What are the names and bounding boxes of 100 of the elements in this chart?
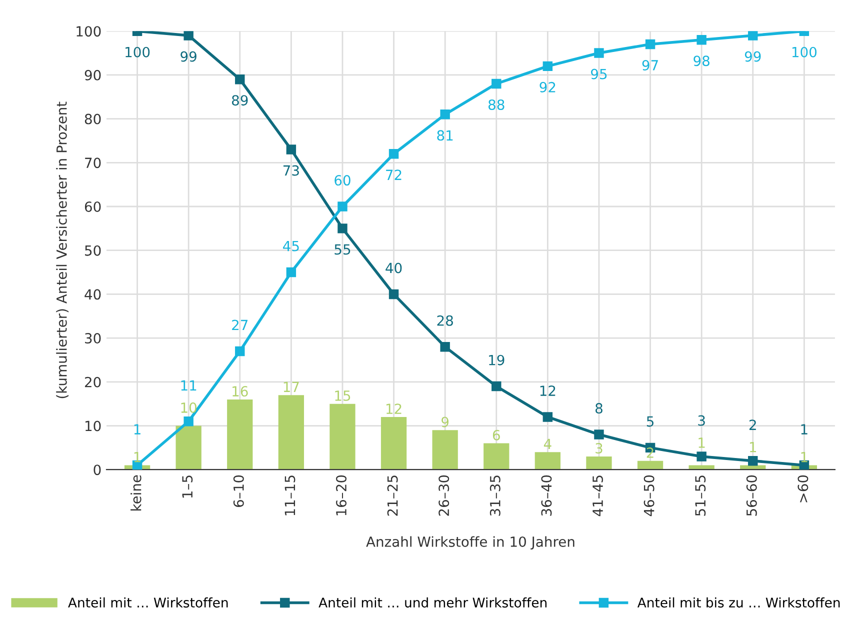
y-tick-label: 70 [85,158,101,168]
data-label: 72 [386,170,402,180]
data-label: 5 [646,416,654,427]
y-axis-title: (kumulierter) Anteil Versicherter in Prozent [56,102,69,398]
y-tick-label: 50 [85,245,101,256]
data-label: 17 [284,382,299,392]
data-label: 3 [596,443,602,454]
data-label: 1 [801,452,808,462]
point [492,78,502,89]
y-tick-label: 80 [84,114,101,124]
data-label: 11 [181,380,196,390]
data-label: 1 [801,424,808,434]
data-label: 12 [386,404,402,414]
bar [176,426,202,470]
x-tick-label: keine [130,475,142,510]
y-tick-label: 40 [84,289,101,300]
x-tick-label: 31–35 [490,476,500,516]
data-label: 55 [334,244,350,255]
data-label: 99 [180,51,196,62]
bar [227,399,253,470]
point [696,452,706,462]
point [696,35,706,45]
x-tick-label: 11–15 [284,476,296,516]
x-tick-label: 6–10 [233,475,244,507]
legend-label: Anteil mit … Wirkstoffen [68,597,228,608]
data-label: 40 [386,262,402,274]
x-tick-label: 1–5 [182,476,193,498]
x-tick-label: 16–20 [336,475,347,516]
data-label: 4 [544,438,552,449]
data-label: 28 [437,315,453,326]
x-tick-label: 21–25 [387,476,398,516]
point [338,202,348,212]
point [184,416,194,426]
data-label: 27 [232,320,248,330]
data-label: 99 [744,51,761,62]
data-label: 92 [540,82,556,92]
legend-label: Anteil mit … und mehr Wirkstoffen [318,597,547,608]
bar [432,430,458,470]
bar [586,456,612,470]
data-label: 19 [489,354,504,366]
point [235,346,245,356]
x-tick-label: 46–50 [644,475,654,516]
x-tick-label: >60 [798,475,808,502]
data-label: 97 [642,60,658,71]
x-tick-label: 56–60 [746,475,757,516]
bar [380,416,407,470]
data-label: 9 [442,416,449,428]
data-label: 100 [126,46,150,58]
point [184,31,194,40]
y-tick-label: 20 [84,376,101,388]
data-label: 2 [749,420,756,430]
data-label: 1 [750,442,756,452]
data-label: 6 [492,430,500,440]
point [748,31,758,40]
data-label: 1 [698,438,705,448]
point [492,381,502,392]
x-tick-label: 41–45 [592,476,604,516]
point [440,342,450,352]
y-tick-label: 30 [85,333,101,344]
point [388,149,399,159]
data-label: 89 [232,95,248,106]
data-label: 100 [792,46,817,58]
x-tick-label: 51–55 [695,476,706,516]
x-tick-label: 26–30 [438,475,450,516]
bar [534,452,561,470]
point [286,267,296,278]
data-label: 1 [134,452,140,462]
point [542,412,553,422]
data-label: 73 [283,165,299,176]
bar [688,465,714,470]
point [388,289,399,300]
x-tick-label: 36–40 [541,475,552,516]
point [594,48,604,58]
point [542,61,553,72]
data-label: 16 [232,386,248,397]
y-tick-label: 90 [84,70,101,80]
point [286,144,296,154]
point [645,39,656,50]
y-tick-label: 100 [76,26,101,37]
point [338,224,348,234]
data-label: 88 [488,99,504,110]
data-label: 8 [596,403,602,414]
x-axis-title: Anzahl Wirkstoffe in 10 Jahren [366,536,574,550]
y-tick-label: 0 [94,464,101,476]
data-label: 15 [335,390,350,401]
bar [484,443,510,470]
data-label: 12 [540,386,556,396]
y-tick-label: 60 [84,201,101,212]
data-label: 3 [698,415,705,426]
data-label: 98 [694,56,710,66]
bar [278,395,304,470]
data-label: 95 [591,68,607,80]
data-label: 1 [134,424,140,434]
legend-label: Anteil mit bis zu … Wirkstoffen [637,597,840,608]
bar [637,460,664,470]
point [748,456,758,466]
data-label: 45 [283,240,299,252]
data-label: 60 [334,175,350,186]
point [440,110,450,120]
data-label: 10 [181,402,196,413]
